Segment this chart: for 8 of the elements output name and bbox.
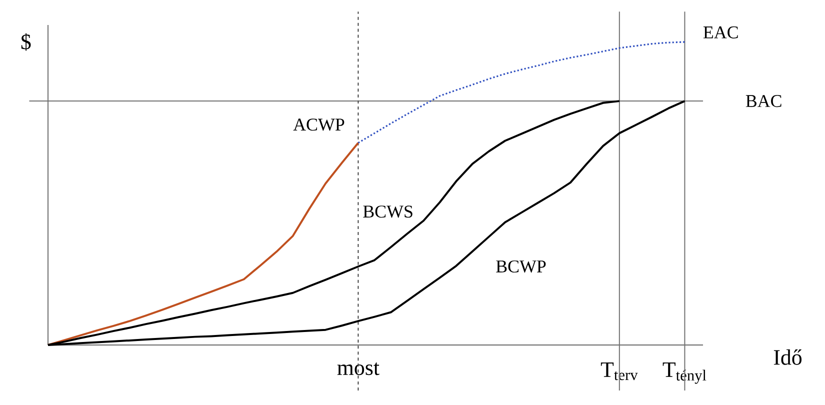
ref-line-label: BAC [746, 95, 782, 108]
series-label: ACWP [293, 118, 344, 131]
x-axis-title: Idő [774, 349, 802, 365]
series-label: BCWS [363, 206, 412, 218]
x-tick-label: most [337, 362, 380, 376]
series-label: BCWP [496, 260, 546, 273]
series-label: EAC [703, 26, 738, 38]
y-axis-title: $ [21, 33, 31, 51]
